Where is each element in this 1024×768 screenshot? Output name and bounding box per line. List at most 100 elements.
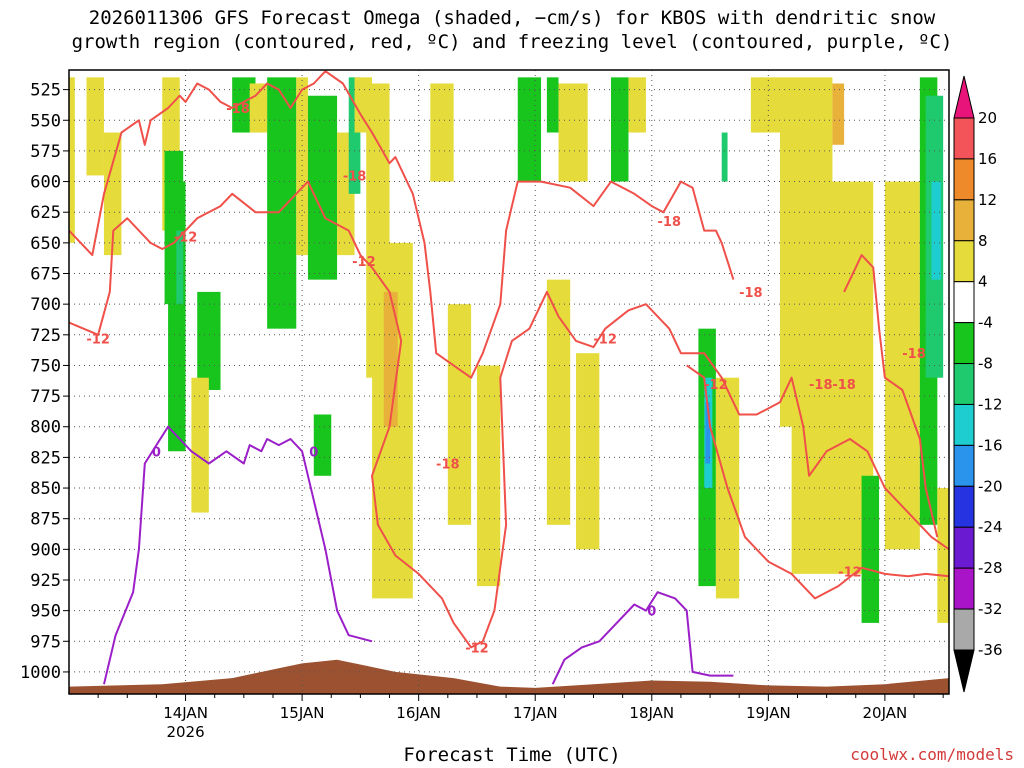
colorbar-swatch <box>953 608 975 651</box>
omega-cell <box>348 77 361 194</box>
colorbar-tick-label: 16 <box>978 150 997 168</box>
omega-cell <box>931 181 941 280</box>
colorbar-tick-label: -24 <box>978 518 1003 536</box>
x-axis-label: Forecast Time (UTC) <box>403 744 621 766</box>
omega-cell <box>296 77 308 256</box>
omega-cell <box>576 353 600 550</box>
y-tick-label: 925 <box>30 571 61 591</box>
grid <box>69 70 949 694</box>
title-line-1: 2026011306 GFS Forecast Omega (shaded, −… <box>88 7 936 29</box>
omega-cell <box>176 230 184 305</box>
colorbar-swatch <box>953 485 975 528</box>
colorbar-tick-label: -12 <box>978 395 1003 413</box>
contours <box>69 70 949 685</box>
y-tick-label: 875 <box>30 510 61 530</box>
omega-cell <box>447 304 472 525</box>
contour-label: -12 <box>86 332 110 347</box>
contour-label: -18 <box>436 458 460 473</box>
colorbar-swatch <box>953 281 975 324</box>
x-tick-label: 17JAN <box>513 704 558 722</box>
y-tick-label: 600 <box>30 173 61 193</box>
colorbar-swatch <box>953 158 975 201</box>
contour-label: 0 <box>647 605 656 620</box>
y-tick-label: 725 <box>30 326 61 346</box>
x-tick-label: 18JAN <box>629 704 674 722</box>
colorbar-tick-label: 12 <box>978 191 997 209</box>
contour-label: -18 <box>902 347 926 362</box>
colorbar-tick-label: 4 <box>978 273 988 291</box>
omega-cell <box>705 402 711 464</box>
colorbar-swatch <box>953 526 975 569</box>
contour-label: -18 <box>809 378 833 393</box>
chart-title: 2026011306 GFS Forecast Omega (shaded, −… <box>0 6 1024 54</box>
omega-cell <box>750 77 780 133</box>
terrain-fill <box>69 659 949 694</box>
colorbar-swatch <box>953 567 975 610</box>
y-tick-label: 625 <box>30 203 61 223</box>
colorbar-tick-label: -20 <box>978 477 1003 495</box>
contour-label: 0 <box>309 445 318 460</box>
x-tick-label: 16JAN <box>396 704 441 722</box>
dgz-contour-line <box>686 364 949 600</box>
y-tick-label: 975 <box>30 632 61 652</box>
freezing-level-line <box>103 425 373 685</box>
omega-cell <box>558 83 588 182</box>
omega-cell <box>168 181 186 452</box>
y-tick-label: 775 <box>30 387 61 407</box>
x-tick-label: 19JAN <box>746 704 791 722</box>
y-tick-label: 700 <box>30 295 61 315</box>
x-year-label: 2026 <box>166 723 204 741</box>
colorbar-top-arrow <box>953 75 975 119</box>
colorbar-tick-label: -16 <box>978 436 1003 454</box>
y-tick-label: 1000 <box>20 663 61 683</box>
y-tick-label: 800 <box>30 418 61 438</box>
colorbar-swatch <box>953 199 975 242</box>
contour-label: 0 <box>152 445 161 460</box>
omega-cell <box>267 77 297 329</box>
y-tick-label: 675 <box>30 265 61 285</box>
credit-text: coolwx.com/models <box>850 745 1014 764</box>
omega-cell <box>937 488 949 623</box>
y-tick-label: 650 <box>30 234 61 254</box>
omega-cell <box>103 132 122 256</box>
colorbar-swatch <box>953 322 975 365</box>
contour-label: -18 <box>343 169 367 184</box>
colorbar-swatch <box>953 403 975 446</box>
title-line-2: growth region (contoured, red, ºC) and f… <box>71 31 953 53</box>
contour-label: -12 <box>704 378 728 393</box>
colorbar-tick-label: -4 <box>978 314 993 332</box>
contour-label: -18 <box>226 102 250 117</box>
omega-cell <box>86 77 104 176</box>
contour-label: -12 <box>593 332 617 347</box>
colorbar-swatch <box>953 444 975 487</box>
omega-cell <box>546 279 571 525</box>
contour-label: -18 <box>658 215 682 230</box>
colorbar-tick-label: -32 <box>978 600 1003 618</box>
dgz-contour-line <box>843 254 939 538</box>
omega-cell <box>191 377 209 513</box>
colorbar-tick-label: -36 <box>978 641 1003 659</box>
omega-cell <box>517 77 542 182</box>
dgz-contour-line <box>69 70 735 379</box>
contour-label: -18 <box>739 286 763 301</box>
dgz-contour-line <box>69 180 949 649</box>
colorbar-swatch <box>953 240 975 283</box>
y-tick-label: 825 <box>30 448 61 468</box>
x-tick-label: 15JAN <box>280 704 325 722</box>
contour-label: -12 <box>174 231 198 246</box>
y-tick-label: 900 <box>30 540 61 560</box>
omega-cell <box>383 291 398 427</box>
contour-label: -12 <box>352 255 376 270</box>
omega-cell <box>430 83 454 182</box>
omega-cell <box>197 291 221 390</box>
contour-label: -12 <box>465 641 489 656</box>
colorbar-tick-label: 8 <box>978 232 988 250</box>
plot-frame <box>68 69 950 695</box>
y-tick-label: 950 <box>30 602 61 622</box>
contour-label: -12 <box>838 565 862 580</box>
x-tick-label: 14JAN <box>163 704 208 722</box>
omega-cell <box>791 181 874 574</box>
omega-cell <box>610 77 629 182</box>
omega-cell <box>249 83 268 133</box>
